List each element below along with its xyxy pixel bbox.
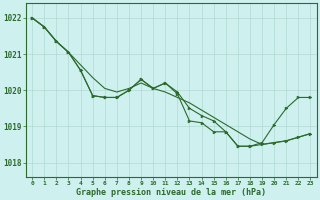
X-axis label: Graphe pression niveau de la mer (hPa): Graphe pression niveau de la mer (hPa) xyxy=(76,188,266,197)
